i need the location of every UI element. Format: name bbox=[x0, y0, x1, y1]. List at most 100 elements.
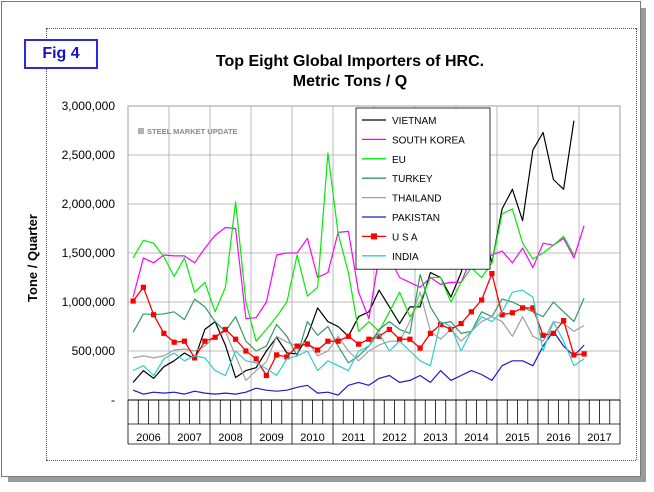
data-point-marker bbox=[530, 305, 536, 311]
figure-label: Fig 4 bbox=[24, 39, 98, 69]
data-point-marker bbox=[130, 298, 136, 304]
data-point-marker bbox=[192, 355, 198, 361]
data-point-marker bbox=[181, 338, 187, 344]
data-point-marker bbox=[253, 356, 259, 362]
data-point-marker bbox=[161, 330, 167, 336]
y-tick-label: 1,500,000 bbox=[62, 246, 116, 260]
frame-shadow-right bbox=[641, 8, 646, 482]
data-point-marker bbox=[325, 338, 331, 344]
y-tick-label: 500,000 bbox=[72, 344, 116, 358]
frame-shadow-bottom bbox=[8, 477, 646, 482]
data-point-marker bbox=[520, 305, 526, 311]
x-tick-label: 2009 bbox=[259, 432, 283, 444]
series-line-eu bbox=[132, 152, 575, 342]
watermark-text: STEEL MARKET UPDATE bbox=[147, 127, 238, 136]
legend-marker bbox=[371, 233, 377, 240]
data-point-marker bbox=[233, 336, 239, 342]
series-lines bbox=[130, 120, 587, 396]
x-tick-label: 2011 bbox=[342, 432, 366, 444]
dotted-border-bottom bbox=[46, 460, 636, 461]
data-point-marker bbox=[499, 312, 505, 318]
data-point-marker bbox=[356, 341, 362, 347]
watermark-dot-icon bbox=[138, 128, 144, 134]
y-tick-label: 1,000,000 bbox=[62, 295, 116, 309]
x-tick-label: 2006 bbox=[136, 432, 160, 444]
data-point-marker bbox=[335, 338, 341, 344]
y-tick-label: 2,000,000 bbox=[62, 197, 116, 211]
dotted-border-top bbox=[46, 28, 636, 29]
data-point-marker bbox=[479, 297, 485, 303]
data-point-marker bbox=[397, 336, 403, 342]
y-tick-label: 3,000,000 bbox=[62, 99, 116, 113]
data-point-marker bbox=[438, 321, 444, 328]
data-point-marker bbox=[315, 347, 321, 353]
data-point-marker bbox=[140, 284, 146, 290]
data-point-marker bbox=[294, 343, 300, 349]
legend-entry: U S A bbox=[392, 232, 418, 243]
data-point-marker bbox=[366, 336, 372, 342]
series-line-vietnam bbox=[132, 120, 575, 383]
data-point-marker bbox=[550, 330, 556, 336]
series-line-turkey bbox=[132, 274, 585, 364]
data-point-marker bbox=[509, 310, 515, 316]
data-point-marker bbox=[458, 320, 464, 327]
y-tick-label: 2,500,000 bbox=[62, 148, 116, 162]
x-tick-label: 2010 bbox=[300, 432, 324, 444]
y-axis-ticks: - 500,000 1,000,000 1,500,000 2,000,000 2,500… bbox=[62, 99, 116, 407]
data-point-marker bbox=[222, 326, 228, 333]
legend-entry: EU bbox=[392, 155, 406, 166]
series-line-south-korea bbox=[132, 225, 585, 320]
series-line-pakistan bbox=[132, 330, 585, 396]
data-point-marker bbox=[489, 270, 495, 277]
legend-entry: TURKEY bbox=[392, 174, 433, 185]
data-point-marker bbox=[581, 351, 587, 357]
legend: VIETNAM SOUTH KOREA EU TURKEY THAILAND PAKIST… bbox=[355, 107, 491, 270]
legend-entry: VIETNAM bbox=[392, 116, 436, 127]
series-line-india bbox=[132, 289, 585, 377]
x-tick-label: 2016 bbox=[546, 432, 570, 444]
x-tick-label: 2007 bbox=[177, 432, 201, 444]
data-point-marker bbox=[571, 352, 577, 358]
data-point-marker bbox=[417, 345, 423, 351]
legend-entry: PAKISTAN bbox=[392, 213, 440, 224]
data-point-marker bbox=[304, 341, 310, 347]
data-point-marker bbox=[274, 352, 280, 358]
legend-entry: INDIA bbox=[392, 252, 419, 263]
data-point-marker bbox=[448, 326, 454, 333]
chart-title-block: Top Eight Global Importers of HRC. Metri… bbox=[180, 52, 520, 92]
chart-title: Top Eight Global Importers of HRC. bbox=[215, 53, 485, 70]
data-point-marker bbox=[407, 336, 413, 342]
data-point-marker bbox=[345, 333, 351, 339]
data-point-marker bbox=[243, 348, 249, 354]
data-point-marker bbox=[386, 326, 392, 333]
data-point-marker bbox=[263, 372, 269, 379]
data-point-marker bbox=[171, 339, 177, 345]
data-point-marker bbox=[202, 338, 208, 344]
watermark-logo: STEEL MARKET UPDATE bbox=[138, 127, 238, 136]
dotted-border-right bbox=[636, 28, 637, 460]
data-point-marker bbox=[212, 334, 218, 340]
chart-subtitle: Metric Tons / Q bbox=[292, 73, 408, 90]
data-point-marker bbox=[376, 333, 382, 339]
x-tick-label: 2013 bbox=[423, 432, 447, 444]
y-tick-label: - bbox=[111, 393, 115, 407]
data-point-marker bbox=[468, 309, 474, 315]
data-point-marker bbox=[561, 318, 567, 324]
data-point-marker bbox=[540, 332, 546, 338]
legend-box bbox=[355, 107, 491, 270]
data-point-marker bbox=[284, 354, 290, 360]
dotted-border-left bbox=[46, 28, 47, 460]
data-point-marker bbox=[151, 312, 157, 318]
x-tick-label: 2012 bbox=[382, 432, 406, 444]
legend-entry: SOUTH KOREA bbox=[392, 135, 465, 146]
x-tick-label: 2008 bbox=[218, 432, 242, 444]
x-tick-label: 2017 bbox=[587, 432, 611, 444]
x-tick-label: 2015 bbox=[505, 432, 529, 444]
series-line-thailand bbox=[132, 291, 585, 381]
legend-entry: THAILAND bbox=[392, 194, 441, 205]
x-axis: 2006 2007 2008 2009 2010 2011 2012 2013 2014 2015… bbox=[127, 399, 621, 445]
x-tick-label: 2014 bbox=[464, 432, 488, 444]
data-point-marker bbox=[427, 330, 433, 336]
y-axis-label: Tone / Quarter bbox=[25, 214, 40, 302]
